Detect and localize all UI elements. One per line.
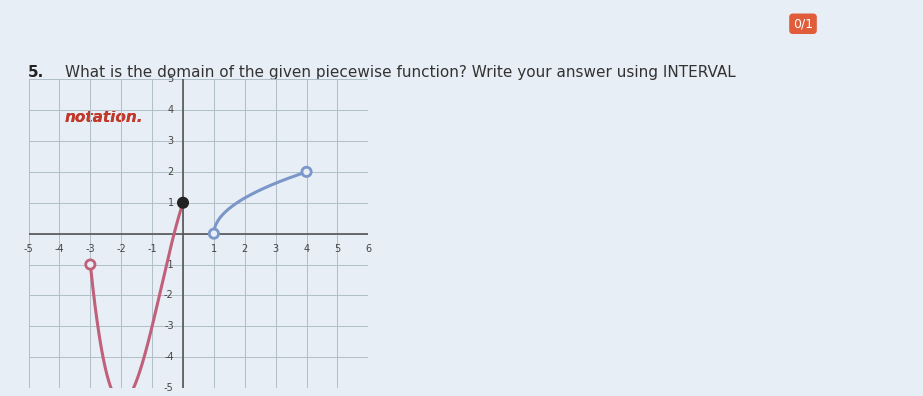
Text: 2: 2 [242, 244, 248, 255]
Text: -5: -5 [24, 244, 33, 255]
Text: -5: -5 [164, 383, 174, 393]
Text: -3: -3 [164, 321, 174, 331]
Text: 1: 1 [168, 198, 174, 208]
Text: -4: -4 [164, 352, 174, 362]
Text: 4: 4 [168, 105, 174, 115]
Text: 5: 5 [334, 244, 341, 255]
Circle shape [86, 260, 95, 269]
Text: 6: 6 [366, 244, 371, 255]
Text: 0/1: 0/1 [793, 17, 813, 30]
Text: 3: 3 [272, 244, 279, 255]
Text: -2: -2 [164, 290, 174, 301]
Text: 4: 4 [304, 244, 309, 255]
Text: -3: -3 [86, 244, 95, 255]
Text: 3: 3 [168, 136, 174, 146]
Text: -4: -4 [54, 244, 65, 255]
Text: 5.: 5. [28, 65, 44, 80]
Text: 2: 2 [167, 167, 174, 177]
Circle shape [302, 167, 311, 177]
Circle shape [210, 229, 219, 238]
Text: notation.: notation. [65, 110, 143, 125]
Text: -1: -1 [164, 259, 174, 270]
Circle shape [178, 198, 187, 208]
Text: -2: -2 [116, 244, 126, 255]
Text: What is the domain of the given piecewise function? Write your answer using INTE: What is the domain of the given piecewis… [65, 65, 736, 80]
Text: 1: 1 [210, 244, 217, 255]
Text: 5: 5 [167, 74, 174, 84]
Text: notation.: notation. [65, 110, 143, 125]
Text: -1: -1 [148, 244, 157, 255]
